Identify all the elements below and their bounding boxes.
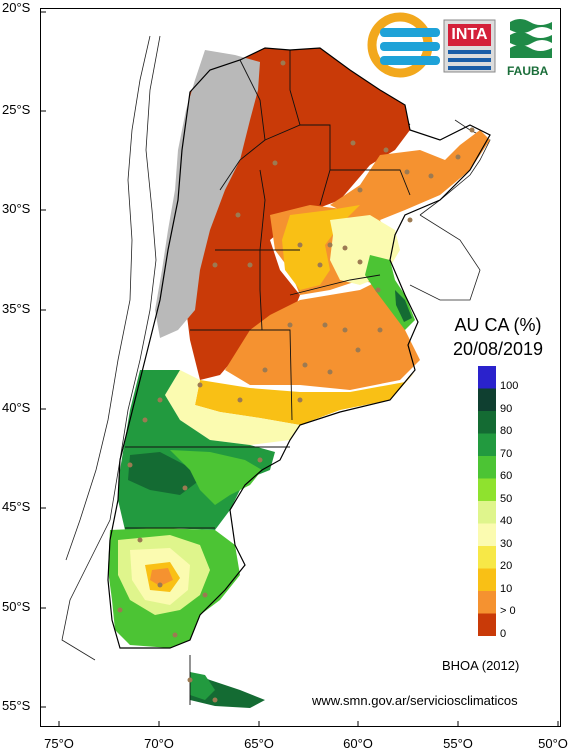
zone-south-pale [165, 370, 300, 445]
legend-color-bar [478, 366, 496, 636]
smn-logo [367, 12, 440, 78]
lat-label-30: 30°S [2, 201, 31, 216]
lat-label-55: 55°S [2, 698, 31, 713]
lon-label-75: 75°O [44, 736, 74, 751]
legend-label: 30 [500, 537, 513, 550]
legend-swatch [478, 411, 496, 434]
legend-label: 70 [500, 447, 513, 460]
inta-logo-text: INTA [451, 26, 488, 43]
model-label: BHOA (2012) [442, 658, 520, 673]
lon-label-70: 70°O [144, 736, 174, 751]
zone-south-band [195, 372, 415, 425]
lat-ticks [40, 11, 46, 708]
lon-label-60: 60°O [343, 736, 373, 751]
legend-swatch [478, 478, 496, 501]
legend-label: 10 [500, 582, 513, 595]
legend-swatch [478, 568, 496, 591]
zone-santa-cruz-core [150, 568, 173, 586]
legend-swatch [478, 366, 496, 389]
legend-swatch [478, 388, 496, 411]
legend-swatch [478, 501, 496, 524]
legend-label: 90 [500, 402, 513, 415]
lat-label-50: 50°S [2, 599, 31, 614]
country-outline [107, 47, 491, 649]
province-borders [125, 50, 411, 705]
source-url[interactable]: www.smn.gov.ar/serviciosclimaticos [312, 693, 518, 708]
zone-patagonia-dark [128, 452, 200, 495]
legend-label: 50 [500, 492, 513, 505]
legend-label: 20 [500, 560, 513, 572]
legend-swatch [478, 591, 496, 614]
lat-label-35: 35°S [2, 301, 31, 316]
lat-label-20: 20°S [2, 0, 31, 15]
legend-label: 80 [500, 425, 513, 437]
legend-date: 20/08/2019 [452, 339, 544, 359]
lon-label-50: 50°O [538, 736, 568, 751]
zone-tierra-del-fuego-light [190, 672, 215, 700]
legend-title: AU CA (%) [454, 315, 542, 335]
zone-no-data [155, 50, 260, 338]
fauba-logo [507, 17, 553, 61]
zone-coast-dark [395, 290, 412, 322]
legend-label: 40 [500, 515, 513, 527]
weather-stations [117, 60, 475, 703]
legend-swatch [478, 456, 496, 479]
lon-ticks [58, 721, 559, 727]
moisture-fields [108, 48, 490, 708]
lon-label-55: 55°O [443, 736, 473, 751]
lon-label-65: 65°O [244, 736, 274, 751]
legend-swatch [478, 546, 496, 569]
inta-logo [443, 19, 496, 73]
legend-label: 100 [500, 380, 519, 392]
legend-swatch [478, 613, 496, 636]
fauba-logo-text: FAUBA [507, 64, 549, 78]
legend-swatch [478, 523, 496, 546]
legend-swatch [478, 433, 496, 456]
lat-label-45: 45°S [2, 499, 31, 514]
zone-patagonia-light [170, 450, 262, 505]
legend-label: > 0 [500, 605, 516, 617]
zone-ne-low [330, 130, 490, 220]
lat-label-40: 40°S [2, 400, 31, 415]
zone-center-yellow [282, 205, 360, 290]
legend-label: 0 [500, 627, 507, 640]
lat-label-25: 25°S [2, 102, 31, 117]
legend-label: 60 [500, 470, 513, 482]
